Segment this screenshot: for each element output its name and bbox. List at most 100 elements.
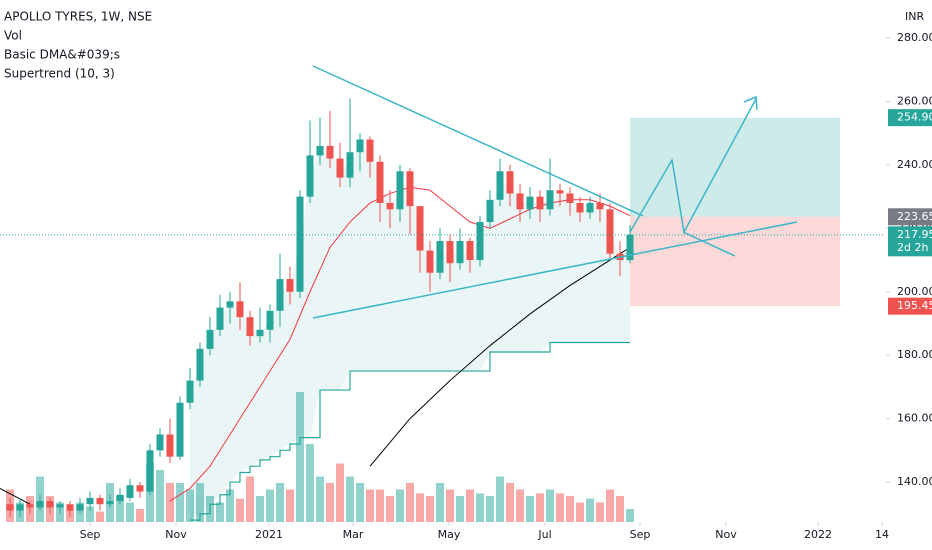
- long-dma-line: [0, 246, 631, 505]
- candle-body: [66, 504, 74, 511]
- volume-bar: [156, 470, 164, 522]
- price-badge-label: 195.45: [897, 299, 932, 312]
- x-tick-label: Jul: [537, 528, 551, 541]
- candle-body: [496, 171, 504, 200]
- volume-bar: [616, 496, 624, 522]
- y-tick-label: 180.00: [897, 348, 932, 361]
- x-tick-label: Nov: [715, 528, 737, 541]
- candle-body: [206, 329, 214, 349]
- y-tick-label: 200.00: [897, 285, 932, 298]
- candle-body: [246, 317, 254, 337]
- volume-bar: [346, 476, 354, 522]
- price-badge: [888, 109, 932, 127]
- candle-body: [6, 504, 14, 511]
- volume-bar: [126, 502, 134, 522]
- candle-body: [486, 199, 494, 222]
- candle-body: [76, 504, 84, 511]
- candle-body: [356, 139, 364, 153]
- volume-bar: [296, 392, 304, 522]
- candle-body: [606, 209, 614, 254]
- volume-bar: [336, 463, 344, 522]
- candle-body: [146, 450, 154, 492]
- volume-bar: [366, 489, 374, 522]
- volume-bar: [416, 493, 424, 522]
- volume-bar: [226, 489, 234, 522]
- stop-zone: [630, 216, 840, 307]
- price-badge-label: 254.90: [897, 111, 932, 124]
- candle-body: [236, 301, 244, 318]
- volume-bar: [586, 498, 594, 522]
- volume-bar: [546, 489, 554, 522]
- candle-body: [96, 497, 104, 505]
- volume-bar: [266, 489, 274, 522]
- countdown-label: 2d 2h: [897, 241, 928, 254]
- candle-body: [466, 241, 474, 261]
- x-tick-label: May: [438, 528, 461, 541]
- price-badge: [888, 297, 932, 315]
- volume-bar: [376, 489, 384, 522]
- candle-body: [566, 193, 574, 203]
- volume-bar: [86, 506, 94, 522]
- candle-body: [596, 202, 604, 210]
- volume-bar: [576, 502, 584, 522]
- time-axis: [0, 522, 932, 550]
- candle-body: [26, 504, 34, 508]
- volume-bar: [256, 496, 264, 522]
- candle-body: [376, 161, 384, 203]
- candle-body: [506, 171, 514, 194]
- candle-body: [166, 434, 174, 457]
- volume-bar: [406, 483, 414, 522]
- candle-body: [116, 494, 124, 502]
- candle-body: [296, 196, 304, 292]
- candle-body: [226, 301, 234, 308]
- x-tick-label: Mar: [343, 528, 364, 541]
- candle-body: [56, 504, 64, 508]
- volume-bar: [496, 476, 504, 522]
- trend-line: [312, 65, 644, 217]
- candle-body: [386, 202, 394, 210]
- symbol-title: APOLLO TYRES, 1W, NSE: [4, 10, 152, 24]
- candle-body: [436, 241, 444, 273]
- x-tick-label: 14: [875, 528, 889, 541]
- y-tick-label: 140.00: [897, 475, 932, 488]
- indicator-label: Supertrend (10, 3): [4, 67, 115, 81]
- plot-area: [0, 98, 885, 522]
- candle-body: [196, 348, 204, 381]
- candle-body: [586, 202, 594, 213]
- volume-bar: [276, 483, 284, 522]
- candle-body: [366, 139, 374, 162]
- candle-body: [396, 171, 404, 210]
- candle-body: [476, 221, 484, 261]
- drawings: [312, 65, 798, 319]
- volume-bar: [486, 496, 494, 522]
- volume-bar: [306, 444, 314, 522]
- candle-body: [186, 380, 194, 403]
- volume-bar: [246, 476, 254, 522]
- volume-bar: [96, 511, 104, 522]
- currency: INR: [905, 10, 924, 23]
- volume-bar: [216, 502, 224, 522]
- candle-body: [16, 504, 24, 511]
- supertrend-line: [190, 341, 630, 521]
- candle-body: [446, 241, 454, 264]
- volume-bar: [556, 493, 564, 522]
- trend-line: [682, 231, 736, 257]
- volume-bar: [326, 483, 334, 522]
- candle-body: [306, 155, 314, 197]
- candle-body: [336, 158, 344, 178]
- candle-body: [266, 310, 274, 330]
- volume-bar: [516, 489, 524, 522]
- volume-bar: [236, 498, 244, 522]
- candle-body: [426, 250, 434, 273]
- x-tick-label: 2022: [804, 528, 832, 541]
- volume-bar: [386, 496, 394, 522]
- indicator-label: Vol: [4, 29, 22, 43]
- volume-bar: [526, 496, 534, 522]
- volume-bar: [606, 489, 614, 522]
- candle-body: [456, 241, 464, 264]
- volume-bar: [316, 476, 324, 522]
- candle-body: [136, 485, 144, 492]
- volume-bar: [566, 496, 574, 522]
